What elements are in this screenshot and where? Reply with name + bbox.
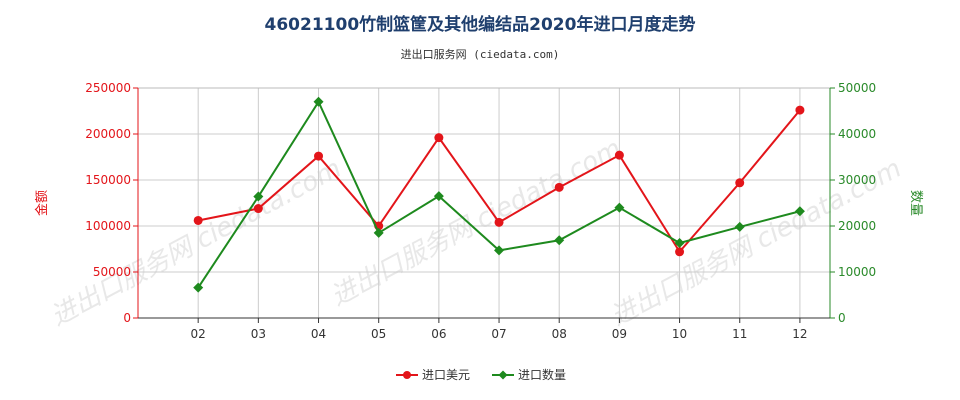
x-tick-label: 03 [251,327,266,341]
series-0-point-04 [314,151,324,161]
series-0-point-03 [253,204,263,214]
legend-swatch-marker-1 [498,370,508,380]
right-tick-label: 50000 [838,81,876,95]
x-tick-label: 02 [191,327,206,341]
series-1-point-07 [494,245,505,256]
series-1-point-03 [253,191,264,202]
series-0-point-02 [193,215,203,225]
legend-label-0: 进口美元 [422,368,470,382]
right-tick-label: 0 [838,311,846,325]
series-0-point-12 [795,105,805,115]
series-1-point-11 [734,221,745,232]
series-0-point-11 [735,178,745,188]
right-tick-label: 10000 [838,265,876,279]
watermark-text-1: 进出口服务网 ciedata.com [326,134,626,313]
x-tick-label: 10 [672,327,687,341]
series [193,96,805,293]
x-tick-label: 06 [431,327,446,341]
series-0-point-10 [675,247,685,257]
right-tick-label: 20000 [838,219,876,233]
axes: 0500001000001500002000002500000100002000… [34,81,923,341]
legend-label-1: 进口数量 [518,367,566,382]
left-tick-label: 0 [123,311,131,325]
chart-title: 46021100竹制篮筐及其他编结品2020年进口月度走势 [264,15,696,35]
x-tick-label: 09 [612,327,627,341]
series-1-point-12 [794,206,805,217]
x-tick-label: 12 [792,327,807,341]
left-axis-title: 金额 [34,190,50,216]
left-tick-label: 100000 [85,219,131,233]
legend: 进口美元 进口数量 [396,367,566,382]
x-tick-label: 07 [491,327,506,341]
x-tick-label: 08 [552,327,567,341]
chart-subtitle: 进出口服务网 (ciedata.com) [400,48,560,61]
left-tick-label: 150000 [85,173,131,187]
legend-swatch-marker-0 [403,371,411,379]
series-1-point-06 [433,191,444,202]
x-tick-label: 05 [371,327,386,341]
right-tick-label: 30000 [838,173,876,187]
left-tick-label: 250000 [85,81,131,95]
left-tick-label: 200000 [85,127,131,141]
series-1-point-02 [193,282,204,293]
right-axis-title: 数量 [908,190,923,216]
series-1-point-05 [373,227,384,238]
series-1-point-10 [674,238,685,249]
series-1-point-04 [313,96,324,107]
series-1-point-08 [554,235,565,246]
series-0-point-07 [494,217,504,227]
right-tick-label: 40000 [838,127,876,141]
left-tick-label: 50000 [93,265,131,279]
x-tick-label: 04 [311,327,326,341]
x-tick-label: 11 [732,327,747,341]
series-1-point-09 [614,202,625,213]
series-0-point-08 [554,182,564,192]
series-0-point-09 [614,150,624,160]
series-0-point-06 [434,133,444,143]
